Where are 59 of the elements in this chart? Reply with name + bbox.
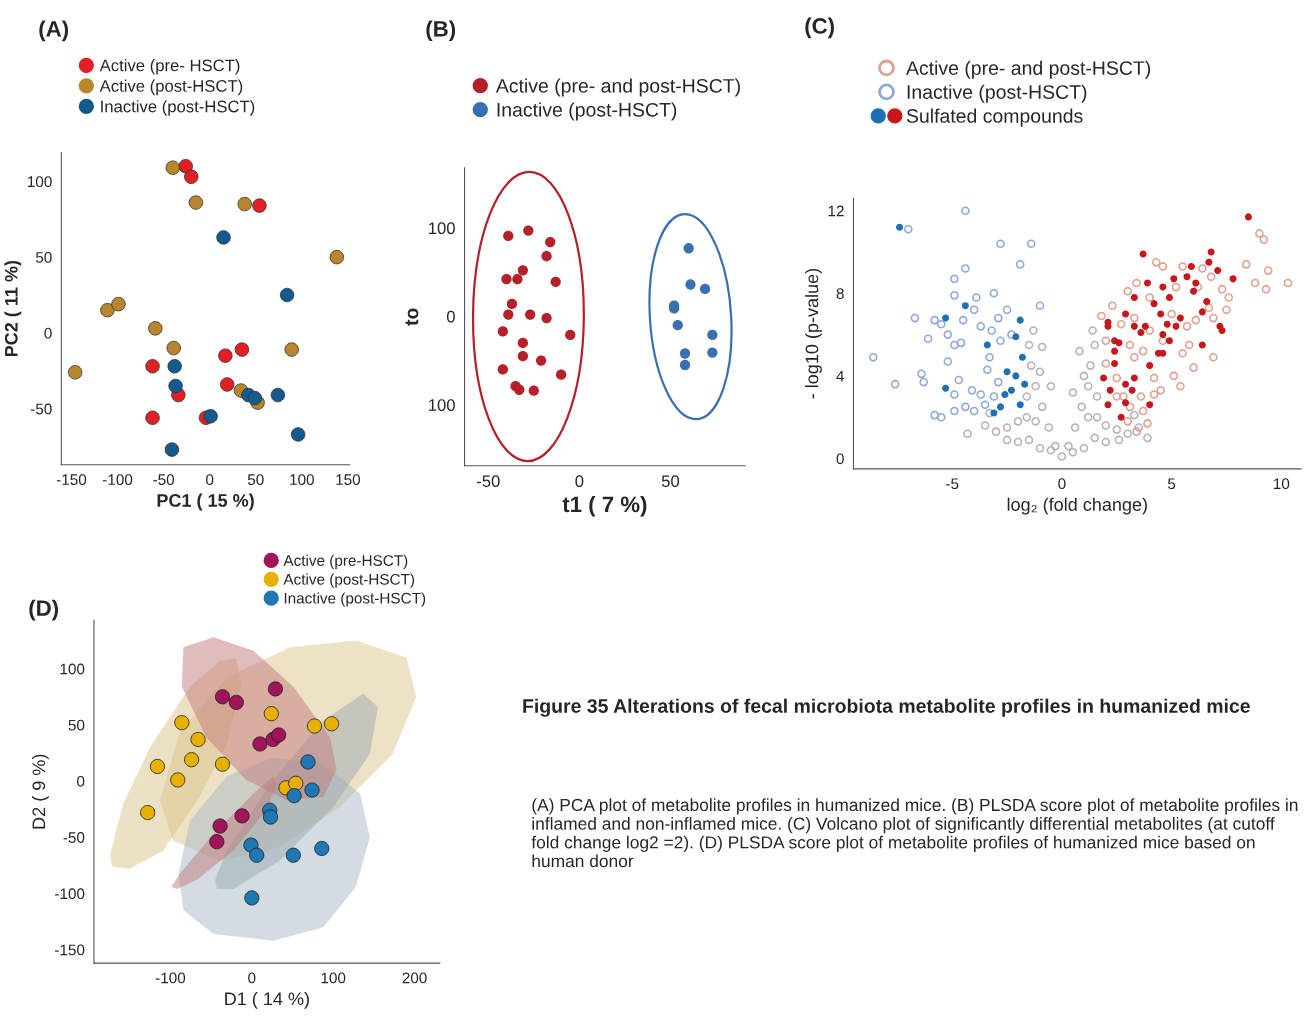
x-tick-label: 50 bbox=[247, 474, 264, 486]
legend-label: Active (pre- and post-HSCT) bbox=[495, 78, 740, 97]
y-tick-label: 50 bbox=[68, 719, 85, 731]
chart-title: (D) bbox=[29, 599, 58, 621]
x-axis-title: PC1 ( 15 %) bbox=[157, 493, 254, 511]
legend-label: Inactive (post-HSCT) bbox=[101, 100, 255, 116]
y-tick-label: 0 bbox=[446, 310, 455, 323]
y-tick-label: -50 bbox=[63, 832, 85, 843]
x-tick-label: 0 bbox=[248, 972, 256, 984]
y-tick-label: 0 bbox=[836, 453, 844, 465]
y-tick-label: 8 bbox=[836, 288, 844, 299]
y-tick-label: 50 bbox=[35, 252, 52, 263]
y-axis-title: to bbox=[405, 308, 419, 326]
x-tick-label: 5 bbox=[1167, 478, 1176, 490]
x-tick-label: 200 bbox=[402, 972, 427, 984]
legend-label: Sulfated compounds bbox=[906, 108, 1083, 127]
y-tick-label: 4 bbox=[836, 370, 844, 382]
y-tick-label: 12 bbox=[828, 205, 844, 217]
x-tick-label: -5 bbox=[946, 478, 959, 490]
x-tick-label: 0 bbox=[206, 474, 214, 486]
x-tick-label: 50 bbox=[661, 475, 680, 488]
chart-title: (A) bbox=[39, 20, 69, 42]
legend-label: Inactive (post-HSCT) bbox=[497, 102, 677, 121]
text: Figure 35 Alterations of fecal microbiota metabolite profiles in humanized mice bbox=[523, 698, 1250, 717]
x-tick-label: -100 bbox=[155, 972, 186, 984]
x-tick-label: 0 bbox=[1058, 478, 1066, 490]
y-tick-label: 0 bbox=[77, 775, 85, 787]
chart-title: (C) bbox=[805, 17, 834, 39]
x-tick-label: -100 bbox=[102, 474, 133, 486]
legend-label: Active (pre- HSCT) bbox=[99, 59, 240, 75]
y-tick-label: 100 bbox=[429, 222, 455, 235]
y-tick-label: -150 bbox=[55, 944, 85, 956]
legend-label: Active (pre- and post-HSCT) bbox=[906, 60, 1151, 79]
y-tick-label: 100 bbox=[27, 176, 52, 188]
legend-label: Active (post-HSCT) bbox=[99, 79, 243, 96]
x-axis-title: log₂ (fold change) bbox=[1007, 497, 1147, 515]
y-axis-title: - log10 (p-value) bbox=[805, 268, 822, 399]
legend-label: Active (pre-HSCT) bbox=[283, 554, 408, 569]
y-tick-label: 100 bbox=[429, 399, 455, 411]
x-tick-label: 150 bbox=[336, 474, 361, 486]
y-axis-title: D2 ( 9 %) bbox=[31, 754, 49, 829]
x-tick-label: 0 bbox=[575, 475, 584, 488]
chart-title: (B) bbox=[426, 20, 456, 42]
y-tick-label: 100 bbox=[60, 663, 85, 675]
x-axis-title: t1 ( 7 %) bbox=[562, 495, 647, 517]
x-tick-label: 100 bbox=[321, 972, 346, 984]
x-tick-label: 100 bbox=[290, 474, 314, 486]
y-tick-label: -50 bbox=[30, 403, 52, 415]
y-axis-title: PC2 ( 11 %) bbox=[4, 260, 22, 357]
y-tick-label: -100 bbox=[55, 888, 85, 900]
legend-label: Active (post-HSCT) bbox=[283, 573, 415, 588]
legend-label: Inactive (post-HSCT) bbox=[284, 592, 426, 607]
y-tick-label: 0 bbox=[44, 327, 52, 339]
x-tick-label: -50 bbox=[476, 475, 500, 488]
text: (A) PCA plot of metabolite profiles in humanized mice. (B) PLSDA score plot of metabolite profiles in inflamed and non-inflamed mice. (C) Volcano plot of significantly differential metabolites (at cutoff fold change log2 =2). (D) PLSDA score plot of metabolite profiles of humanized mice based on human donor bbox=[531, 798, 1298, 868]
x-tick-label: 10 bbox=[1274, 478, 1290, 490]
x-tick-label: -50 bbox=[153, 474, 175, 486]
x-axis-title: D1 ( 14 %) bbox=[225, 991, 309, 1009]
legend-label: Inactive (post-HSCT) bbox=[907, 84, 1087, 103]
